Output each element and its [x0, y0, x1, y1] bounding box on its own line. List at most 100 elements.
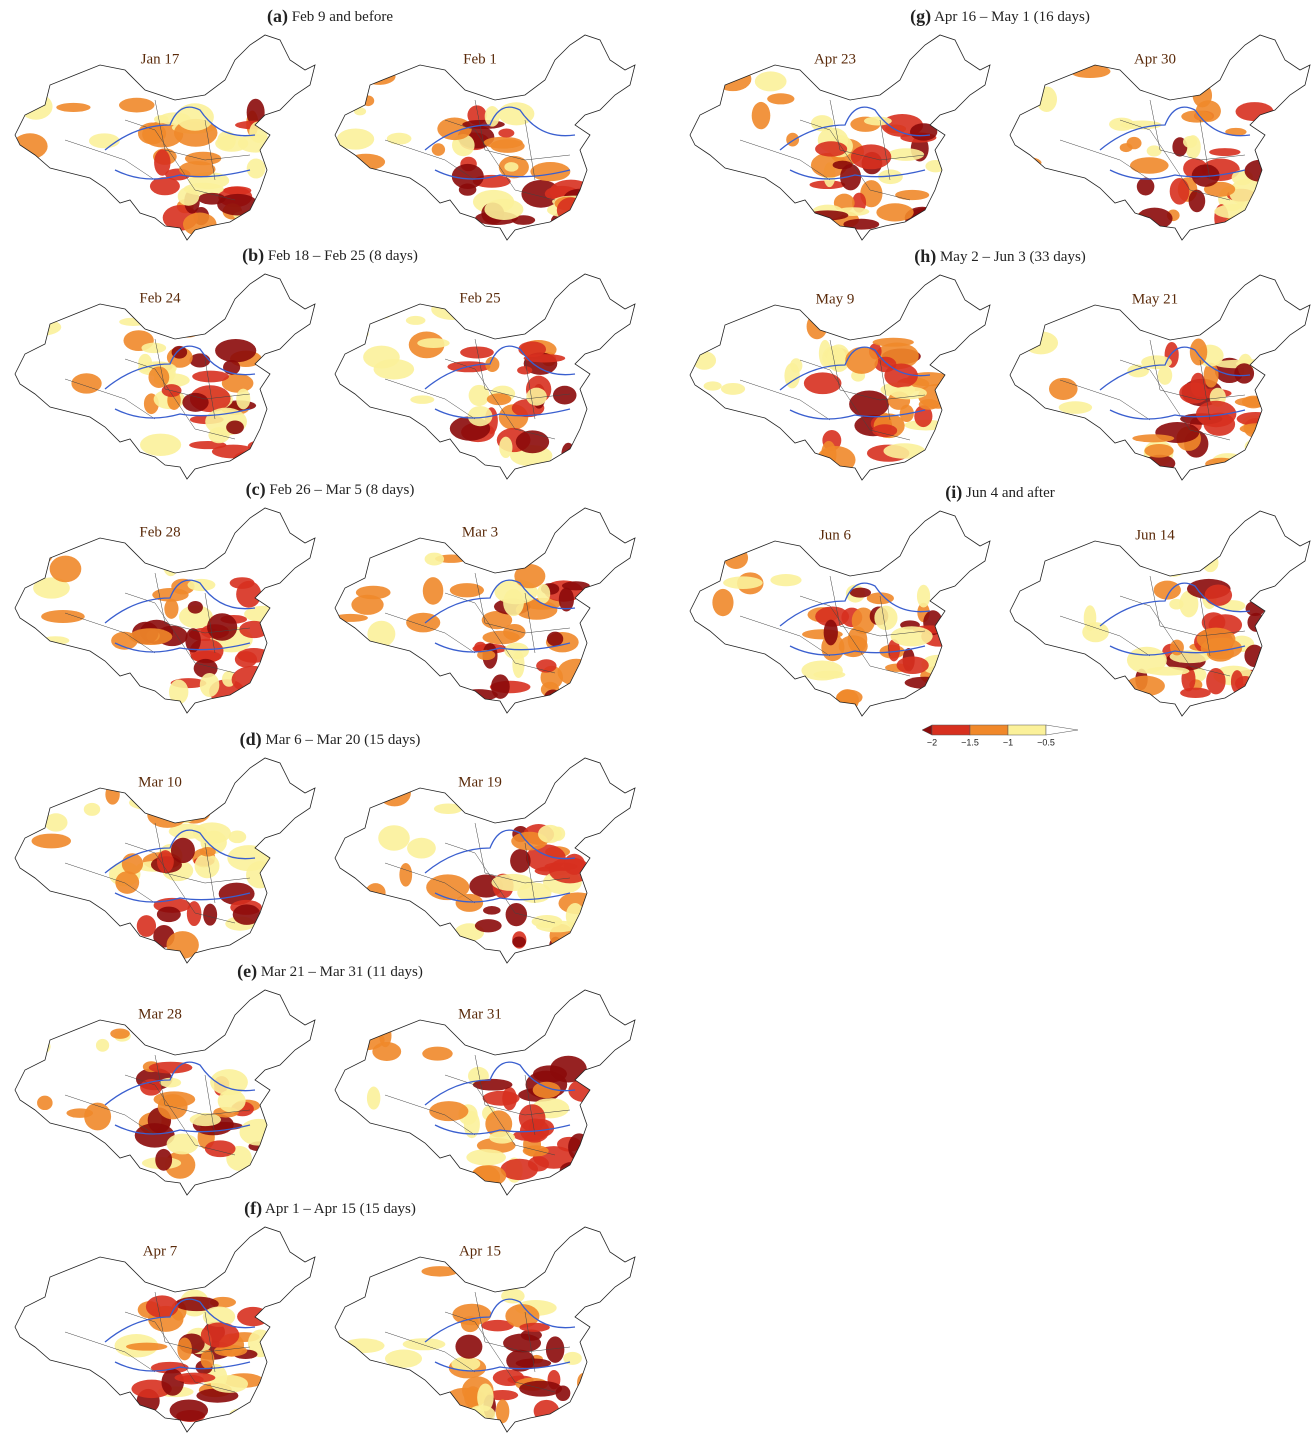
map-date: Feb 28 [139, 524, 180, 540]
anomaly-patch [724, 547, 748, 569]
anomaly-patch [1205, 584, 1233, 605]
anomaly-patch [399, 863, 412, 887]
anomaly-patch [1231, 670, 1243, 693]
anomaly-patch [883, 443, 925, 458]
anomaly-patch [1144, 444, 1173, 458]
anomaly-patch [460, 689, 498, 701]
panel-letter: (i) [945, 482, 962, 503]
anomaly-patch [872, 424, 897, 437]
anomaly-patch [537, 584, 550, 603]
anomaly-patch [470, 317, 496, 331]
anomaly-patch [149, 1062, 193, 1074]
anomaly-patch [1207, 644, 1234, 661]
anomaly-patch [466, 1149, 506, 1165]
panel-letter: (f) [244, 1198, 262, 1219]
panel-period: Mar 21 – Mar 31 (11 days) [261, 964, 423, 980]
anomaly-patch [1159, 551, 1188, 577]
anomaly-patch [96, 1039, 109, 1052]
panel-period: Mar 6 – Mar 20 (15 days) [265, 732, 420, 748]
anomaly-patch [873, 338, 914, 347]
anomaly-patch [1002, 66, 1043, 87]
anomaly-patch [105, 784, 119, 804]
anomaly-patch [845, 347, 878, 374]
map: Feb 1 [335, 35, 635, 240]
anomaly-patch [50, 556, 82, 583]
anomaly-patch [32, 834, 72, 849]
anomaly-patch [469, 83, 501, 91]
anomaly-patch [239, 1119, 278, 1146]
anomaly-patch [154, 149, 170, 175]
anomaly-patch [755, 71, 787, 91]
anomaly-patch [504, 162, 518, 172]
anomaly-patch [110, 1028, 130, 1038]
map-date: Mar 28 [138, 1006, 182, 1022]
anomaly-patch [367, 621, 395, 647]
anomaly-patch [89, 133, 120, 148]
anomaly-field [27, 1021, 278, 1185]
anomaly-patch [895, 190, 929, 200]
anomaly-patch [1130, 157, 1169, 173]
anomaly-patch [890, 387, 927, 400]
anomaly-patch [1214, 204, 1256, 219]
colorbar-segment [970, 725, 1008, 735]
anomaly-patch [510, 553, 526, 568]
map: Apr 7 [14, 1227, 315, 1432]
anomaly-patch [211, 1375, 248, 1393]
page: {"panels": [ {"letter": "(a)", "period":… [0, 0, 1314, 1435]
anomaly-patch [558, 659, 595, 686]
anomaly-patch [491, 874, 533, 891]
anomaly-patch [514, 564, 545, 588]
anomaly-patch [161, 1369, 183, 1396]
anomaly-patch [538, 825, 562, 843]
anomaly-patch [498, 128, 514, 137]
map-date: Jun 14 [1135, 527, 1175, 543]
anomaly-patch [119, 318, 147, 326]
anomaly-patch [1137, 178, 1155, 196]
panel-title: (i) Jun 4 and after [945, 482, 1054, 503]
anomaly-patch [200, 673, 220, 697]
anomaly-patch [1205, 458, 1238, 471]
anomaly-patch [12, 133, 47, 159]
anomaly-patch [248, 440, 278, 452]
anomaly-patch [247, 158, 266, 178]
map-date: Feb 1 [463, 51, 497, 67]
anomaly-patch [41, 610, 85, 623]
anomaly-patch [483, 906, 501, 915]
map: Apr 15 [335, 1227, 635, 1432]
anomaly-patch [333, 614, 368, 622]
anomaly-patch [201, 1350, 215, 1369]
anomaly-patch [487, 393, 511, 405]
panel-letter: (h) [914, 246, 936, 267]
anomaly-patch [367, 1087, 380, 1110]
anomaly-patch [167, 1134, 199, 1155]
anomaly-field [345, 299, 595, 467]
map: Jan 17 [12, 35, 315, 240]
anomaly-patch [712, 589, 733, 616]
anomaly-patch [1132, 434, 1174, 442]
anomaly-patch [29, 1039, 50, 1055]
anomaly-patch [1180, 688, 1211, 698]
map-date: Feb 24 [139, 290, 181, 306]
anomaly-patch [1036, 86, 1057, 112]
anomaly-patch [547, 632, 563, 646]
anomaly-field [13, 534, 282, 704]
anomaly-patch [917, 585, 930, 608]
map: Apr 30 [1002, 35, 1310, 240]
panel-letter: (c) [246, 479, 266, 500]
panel-period: Feb 9 and before [292, 9, 394, 25]
anomaly-patch [192, 371, 229, 383]
anomaly-patch [223, 186, 251, 195]
anomaly-field [337, 68, 598, 230]
anomaly-patch [215, 339, 256, 362]
anomaly-patch [523, 1145, 549, 1156]
anomaly-patch [246, 861, 274, 888]
map: Feb 28 [13, 508, 315, 713]
anomaly-patch [140, 434, 181, 456]
anomaly-patch [429, 1101, 468, 1121]
map-date: Apr 30 [1134, 51, 1176, 67]
anomaly-patch [236, 581, 261, 608]
anomaly-patch [347, 154, 385, 170]
panel-letter: (d) [240, 729, 262, 750]
anomaly-patch [891, 626, 933, 646]
map-date: May 9 [816, 291, 855, 307]
